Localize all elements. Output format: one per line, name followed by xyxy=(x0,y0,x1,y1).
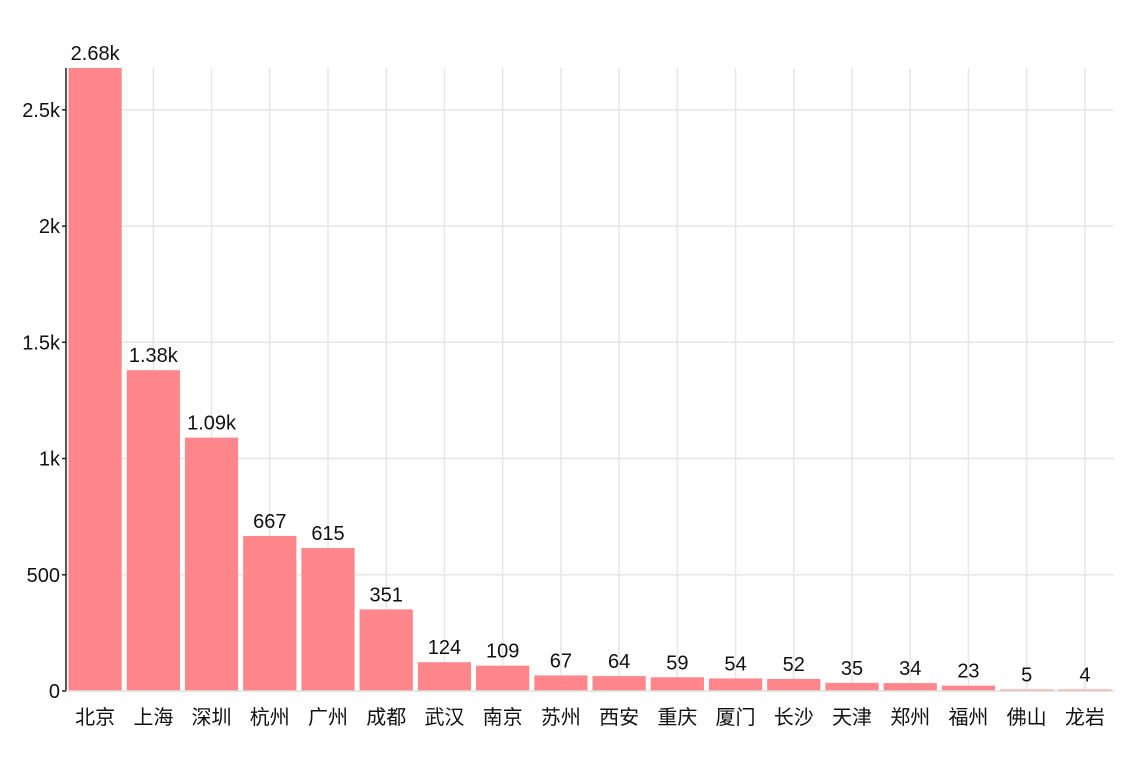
bar xyxy=(126,370,180,691)
bar-value-label: 34 xyxy=(899,658,921,680)
bar-value-label: 667 xyxy=(253,511,286,533)
x-category-label: 长沙 xyxy=(774,705,814,729)
bar-value-label: 52 xyxy=(783,654,805,676)
bar-value-label: 4 xyxy=(1079,665,1090,687)
bar xyxy=(650,677,704,691)
y-tick-label: 2.5k xyxy=(22,100,61,122)
x-category-label: 苏州 xyxy=(541,705,581,729)
bar xyxy=(184,437,239,691)
x-category-label: 深圳 xyxy=(192,705,232,729)
x-category-label: 郑州 xyxy=(890,705,930,729)
y-tick-label: 0 xyxy=(49,681,60,703)
bar-layer xyxy=(68,68,1112,691)
bar-value-label: 1.38k xyxy=(129,345,179,367)
x-category-label: 武汉 xyxy=(424,705,464,729)
x-category-label: 南京 xyxy=(483,705,523,729)
bar xyxy=(359,609,413,691)
y-tick-label: 1k xyxy=(39,449,61,471)
bar xyxy=(825,682,879,691)
bar xyxy=(592,676,646,691)
bar-value-label: 54 xyxy=(724,653,746,675)
bar-value-label: 23 xyxy=(957,661,979,683)
bar xyxy=(708,678,763,691)
bar-value-label: 1.09k xyxy=(187,413,237,435)
bar-value-label: 124 xyxy=(428,637,461,659)
x-category-label: 重庆 xyxy=(657,705,697,729)
x-category-label: 佛山 xyxy=(1007,705,1047,729)
label-layer: 北京 2.68k 上海 1.38k 深圳 1.09k 杭州 667 广州 615 成都 351 武汉 12… xyxy=(71,43,1105,729)
x-category-label: 成都 xyxy=(366,705,406,729)
bar-value-label: 64 xyxy=(608,651,630,673)
x-category-label: 北京 xyxy=(75,705,115,729)
bar-value-label: 5 xyxy=(1021,665,1032,687)
axis-layer: 0 500 1k 1.5k 2k 2.5k xyxy=(22,68,1114,703)
bar xyxy=(534,675,588,691)
bar-value-label: 35 xyxy=(841,658,863,680)
y-tick-label: 500 xyxy=(27,565,60,587)
bar xyxy=(767,678,821,691)
bar-value-label: 67 xyxy=(550,650,572,672)
x-category-label: 广州 xyxy=(308,705,348,729)
bar-value-label: 351 xyxy=(370,584,403,606)
x-category-label: 厦门 xyxy=(716,705,756,729)
x-category-label: 福州 xyxy=(948,705,988,729)
x-category-label: 上海 xyxy=(133,705,173,729)
x-category-label: 杭州 xyxy=(250,705,290,729)
y-tick-label: 2k xyxy=(39,216,61,238)
bar-value-label: 59 xyxy=(666,652,688,674)
bar-value-label: 615 xyxy=(311,523,344,545)
bar xyxy=(68,68,122,691)
x-category-label: 天津 xyxy=(832,705,872,729)
x-category-label: 龙岩 xyxy=(1065,705,1105,729)
bar xyxy=(476,665,530,691)
bar xyxy=(243,535,297,691)
x-category-label: 西安 xyxy=(599,705,639,729)
y-tick-label: 1.5k xyxy=(22,332,61,354)
bar-value-label: 109 xyxy=(486,641,519,663)
bar xyxy=(301,548,355,691)
bar xyxy=(883,683,937,691)
bar xyxy=(941,685,996,691)
bar-value-label: 2.68k xyxy=(71,43,121,65)
bar xyxy=(417,662,472,691)
